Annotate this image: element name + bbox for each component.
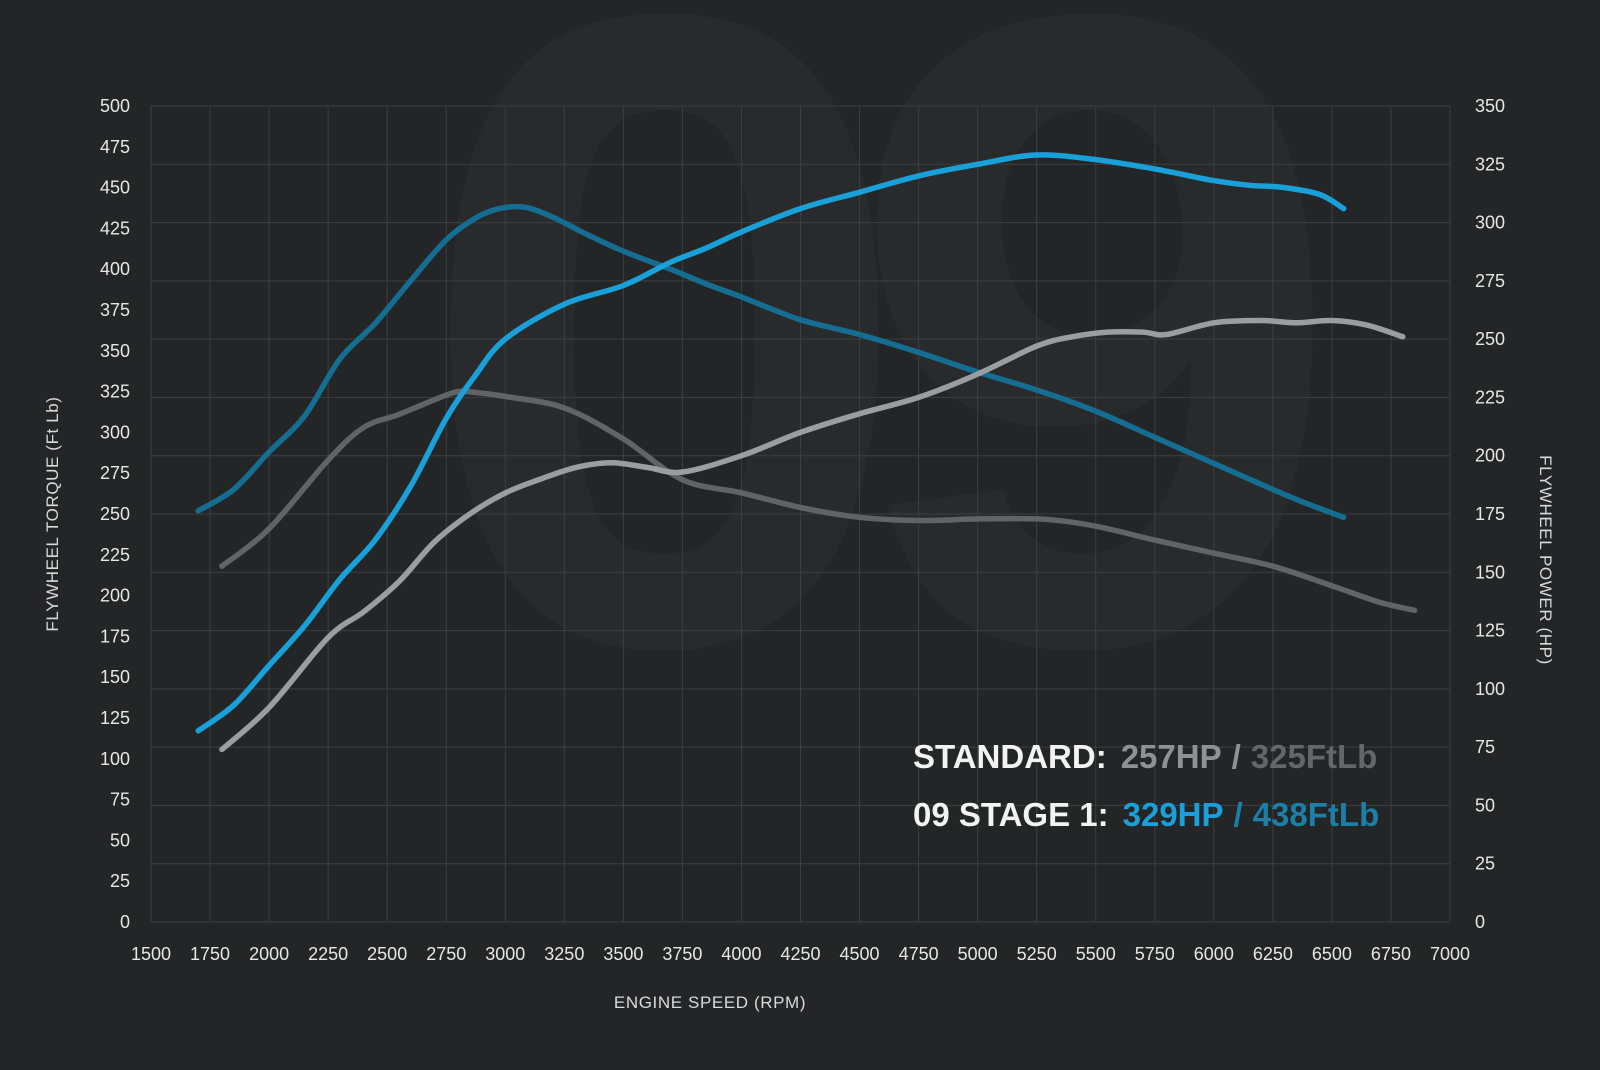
- x-axis-tick-label: 2250: [308, 944, 348, 964]
- y-axis-left-tick-label: 300: [100, 422, 130, 442]
- y-axis-left-tick-label: 250: [100, 504, 130, 524]
- y-axis-left-tick-label: 175: [100, 626, 130, 646]
- legend: STANDARD: 257HP/325FtLb 09 STAGE 1: 329HP /…: [913, 728, 1379, 844]
- legend-standard-separator: /: [1231, 738, 1241, 775]
- y-axis-right-tick-label: 225: [1475, 387, 1505, 407]
- y-axis-right-tick-label: 25: [1475, 854, 1495, 874]
- y-axis-left-tick-label: 450: [100, 178, 130, 198]
- legend-standard-hp-value: 257HP: [1120, 738, 1222, 775]
- y-axis-left-tick-label: 475: [100, 137, 130, 157]
- x-axis-tick-label: 6000: [1194, 944, 1234, 964]
- curve-standard-power: [219, 317, 1406, 753]
- y-axis-left-tick-label: 200: [100, 586, 130, 606]
- y-axis-left-tick-label: 425: [100, 218, 130, 238]
- x-axis-title: ENGINE SPEED (RPM): [613, 993, 807, 1012]
- x-axis-tick-label: 4500: [840, 944, 880, 964]
- legend-stage1-label: 09 STAGE 1:: [913, 796, 1109, 833]
- x-axis-tick-label: 6250: [1253, 944, 1293, 964]
- x-axis-tick-label: 5000: [958, 944, 998, 964]
- x-axis-tick-label: 7000: [1430, 944, 1470, 964]
- y-axis-left-tick-label: 275: [100, 463, 130, 483]
- y-axis-right-tick-label: 300: [1475, 213, 1505, 233]
- x-axis-tick-label: 5500: [1076, 944, 1116, 964]
- x-axis-tick-label: 2000: [249, 944, 289, 964]
- x-axis-tick-label: 6500: [1312, 944, 1352, 964]
- x-axis-tick-label: 2750: [426, 944, 466, 964]
- y-axis-right-tick-label: 50: [1475, 795, 1495, 815]
- y-axis-right-title: FLYWHEEL POWER (HP): [1536, 455, 1555, 665]
- y-axis-right-tick-label: 150: [1475, 562, 1505, 582]
- legend-stage1-ftlb-value: 438FtLb: [1252, 796, 1380, 833]
- x-axis-tick-label: 4750: [899, 944, 939, 964]
- y-axis-right-tick-label: 200: [1475, 446, 1505, 466]
- x-axis-tick-label: 3750: [662, 944, 702, 964]
- x-axis-tick-label: 5750: [1135, 944, 1175, 964]
- x-axis-tick-label: 3000: [485, 944, 525, 964]
- x-axis-tick-label: 6750: [1371, 944, 1411, 964]
- y-axis-left-tick-label: 400: [100, 259, 130, 279]
- y-axis-left-tick-label: 0: [120, 912, 130, 932]
- legend-row-standard: STANDARD: 257HP/325FtLb: [913, 728, 1379, 786]
- x-axis-tick-label: 5250: [1017, 944, 1057, 964]
- curve-stage1-power: [195, 152, 1347, 734]
- y-axis-left-tick-label: 225: [100, 545, 130, 565]
- legend-standard-label: STANDARD:: [913, 738, 1107, 775]
- y-axis-left-tick-label: 500: [100, 96, 130, 116]
- legend-row-stage1: 09 STAGE 1: 329HP/438FtLb: [913, 786, 1379, 844]
- x-axis-tick-label: 2500: [367, 944, 407, 964]
- y-axis-left-tick-label: 75: [110, 790, 130, 810]
- legend-stage1-separator: /: [1233, 796, 1243, 833]
- y-axis-left-tick-label: 100: [100, 749, 130, 769]
- x-axis-tick-label: 1500: [131, 944, 171, 964]
- y-axis-left-tick-label: 50: [110, 830, 130, 850]
- y-axis-left-tick-label: 375: [100, 300, 130, 320]
- x-axis-tick-label: 3500: [603, 944, 643, 964]
- y-axis-right-tick-label: 350: [1475, 96, 1505, 116]
- y-axis-left-tick-label: 150: [100, 667, 130, 687]
- y-axis-right-tick-label: 100: [1475, 679, 1505, 699]
- x-axis-tick-label: 4250: [780, 944, 820, 964]
- x-axis-tick-label: 1750: [190, 944, 230, 964]
- x-axis-tick-label: 3250: [544, 944, 584, 964]
- y-axis-right-tick-label: 275: [1475, 271, 1505, 291]
- curve-stage1-torque: [195, 203, 1347, 521]
- y-axis-left-tick-label: 325: [100, 382, 130, 402]
- y-axis-right-tick-label: 325: [1475, 154, 1505, 174]
- legend-standard-ftlb-value: 325FtLb: [1250, 738, 1378, 775]
- y-axis-right-tick-label: 250: [1475, 329, 1505, 349]
- y-axis-right-tick-label: 75: [1475, 737, 1495, 757]
- y-axis-left-title: FLYWHEEL TORQUE (Ft Lb): [43, 396, 62, 632]
- y-axis-left-tick-label: 125: [100, 708, 130, 728]
- y-axis-left-tick-label: 25: [110, 871, 130, 891]
- y-axis-right-tick-label: 175: [1475, 504, 1505, 524]
- y-axis-left-tick-label: 350: [100, 341, 130, 361]
- y-axis-right-tick-label: 125: [1475, 621, 1505, 641]
- curve-standard-torque: [219, 388, 1418, 614]
- y-axis-right-tick-label: 0: [1475, 912, 1485, 932]
- x-axis-tick-label: 4000: [721, 944, 761, 964]
- legend-stage1-hp-value: 329HP: [1122, 796, 1224, 833]
